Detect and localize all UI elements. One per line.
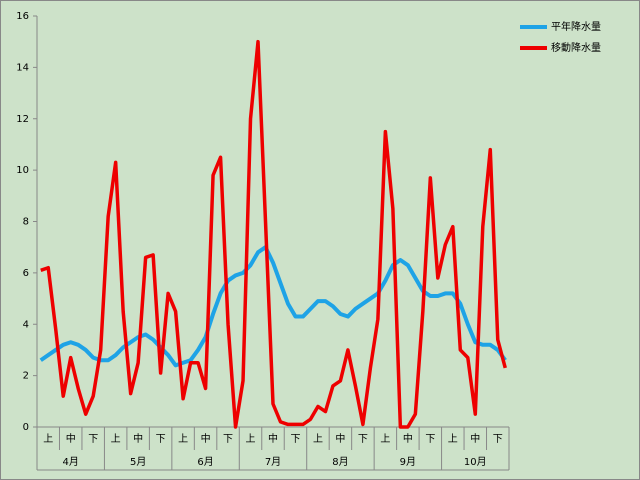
y-tick-label: 6 <box>23 268 29 279</box>
y-tick-label: 10 <box>16 165 29 176</box>
x-tick-label: 中 <box>66 432 76 445</box>
x-tick-label: 下 <box>290 434 300 445</box>
x-tick-label: 下 <box>223 434 233 445</box>
y-tick-label: 2 <box>23 371 29 382</box>
x-tick-label: 上 <box>43 433 53 445</box>
x-tick-label: 上 <box>448 433 458 445</box>
legend-label: 平年降水量 <box>551 20 601 33</box>
group-label: 5月 <box>130 456 146 468</box>
y-tick-label: 16 <box>16 11 29 22</box>
x-tick-label: 中 <box>403 432 413 445</box>
x-tick-label: 中 <box>133 432 143 445</box>
x-tick-label: 下 <box>156 434 166 445</box>
x-tick-label: 下 <box>358 434 368 445</box>
group-label: 9月 <box>400 456 416 468</box>
x-tick-label: 中 <box>268 432 278 445</box>
group-label: 8月 <box>332 456 348 468</box>
group-label: 4月 <box>63 456 79 468</box>
x-tick-label: 上 <box>178 433 188 445</box>
x-tick-label: 下 <box>425 434 435 445</box>
x-tick-label: 上 <box>246 433 256 445</box>
y-tick-label: 8 <box>23 217 29 228</box>
y-tick-label: 0 <box>23 422 29 433</box>
series-line <box>40 39 507 429</box>
y-tick-label: 14 <box>16 62 29 73</box>
x-tick-label: 中 <box>201 432 211 445</box>
x-tick-label: 上 <box>313 433 323 445</box>
legend-label: 移動降水量 <box>551 41 601 54</box>
x-tick-label: 上 <box>380 433 390 445</box>
x-tick-label: 中 <box>470 432 480 445</box>
x-tick-label: 下 <box>88 434 98 445</box>
x-tick-label: 中 <box>335 432 345 445</box>
y-tick-label: 12 <box>16 114 29 125</box>
y-tick-label: 4 <box>23 319 29 330</box>
group-label: 10月 <box>464 456 487 468</box>
series-line <box>39 245 507 368</box>
x-tick-label: 上 <box>111 433 121 445</box>
group-label: 7月 <box>265 456 281 468</box>
x-tick-label: 下 <box>493 434 503 445</box>
group-label: 6月 <box>197 456 213 468</box>
